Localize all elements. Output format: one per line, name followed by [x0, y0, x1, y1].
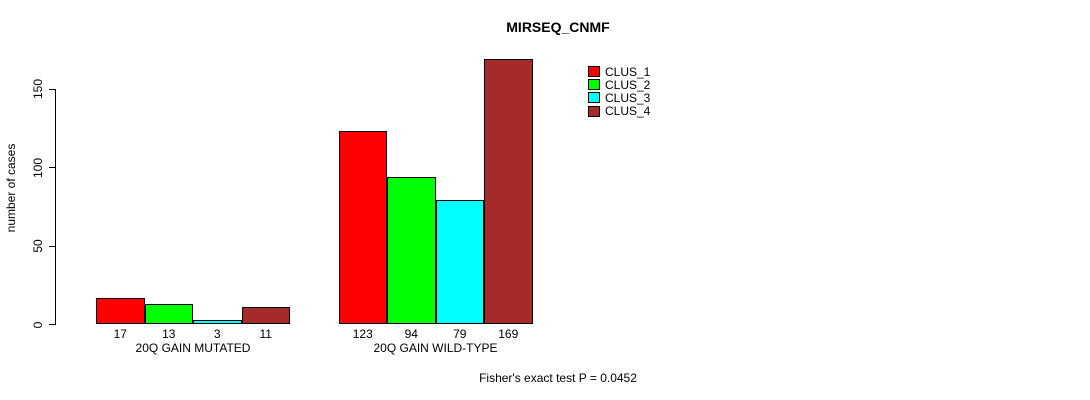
legend-swatch-icon: [588, 105, 600, 117]
bar-clus_4: [241, 307, 290, 325]
x-category-label: 20Q GAIN MUTATED: [135, 341, 251, 355]
y-axis-line: [55, 89, 56, 325]
bar-clus_4: [484, 59, 533, 325]
bar-value-label: 17: [113, 326, 127, 341]
legend-item-label: CLUS_2: [605, 77, 651, 92]
legend-item-clus_2: CLUS_2: [588, 77, 651, 92]
bar-value-label: 79: [453, 326, 467, 341]
chart-title: MIRSEQ_CNMF: [506, 19, 610, 35]
legend-item-clus_3: CLUS_3: [588, 90, 651, 105]
bar-value-label: 3: [213, 326, 221, 341]
legend-swatch-icon: [588, 66, 600, 78]
legend-item-clus_4: CLUS_4: [588, 104, 651, 119]
bar-clus_1: [338, 131, 387, 325]
bar-value-label: 13: [162, 326, 176, 341]
y-tick-label: 150: [31, 78, 45, 100]
annotation-text: Fisher's exact test P = 0.0452: [479, 371, 637, 385]
bar-clus_2: [144, 304, 193, 325]
bar-clus_1: [96, 297, 145, 325]
bar-value-label: 169: [498, 326, 519, 341]
bar-value-label: 94: [404, 326, 418, 341]
bar-clus_2: [387, 176, 436, 325]
legend-swatch-icon: [588, 92, 600, 104]
bar-clus_3: [193, 319, 242, 325]
legend-item-label: CLUS_3: [605, 90, 651, 105]
legend-item-label: CLUS_1: [605, 64, 651, 79]
legend-item-label: CLUS_4: [605, 104, 651, 119]
legend-item-clus_1: CLUS_1: [588, 64, 651, 79]
x-category-label: 20Q GAIN WILD-TYPE: [373, 341, 498, 355]
y-axis-label: number of cases: [4, 143, 18, 233]
legend-swatch-icon: [588, 79, 600, 91]
y-tick-mark: [48, 167, 56, 168]
y-tick-mark: [48, 245, 56, 247]
y-tick-mark: [48, 88, 56, 90]
y-tick-label: 0: [31, 321, 45, 328]
bar-value-label: 123: [352, 326, 373, 341]
y-tick-mark: [48, 324, 56, 325]
bar-clus_3: [435, 200, 484, 325]
bar-value-label: 11: [259, 326, 272, 341]
y-tick-label: 50: [31, 239, 45, 253]
y-tick-label: 100: [31, 157, 45, 178]
legend: CLUS_1 CLUS_2 CLUS_3 CLUS_4: [588, 65, 650, 118]
